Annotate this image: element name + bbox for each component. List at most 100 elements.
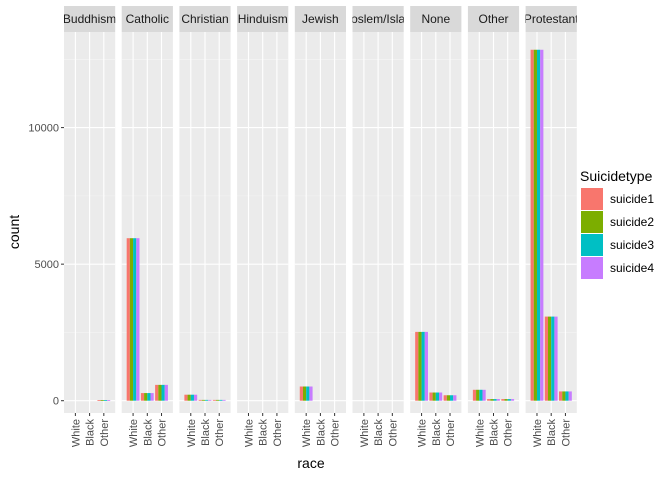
- bar-protestant-other-suicide2: [562, 391, 566, 401]
- bar-catholic-black-suicide1: [140, 393, 145, 401]
- y-axis: 0 5000 10000: [28, 123, 64, 408]
- bar-catholic-other-suicide3: [161, 384, 165, 401]
- legend-label-suicide4: suicide4: [610, 261, 654, 275]
- bar-christian-white-suicide2: [187, 394, 191, 401]
- legend-swatch-suicide4: [581, 257, 603, 279]
- facet-strip: [352, 6, 404, 32]
- bar-christian-other-suicide4: [222, 399, 226, 401]
- bar-none-white-suicide3: [421, 331, 425, 401]
- bar-none-black-suicide2: [432, 392, 436, 401]
- bar-jewish-white-suicide2: [302, 386, 307, 401]
- facet-panel-jewish: Jewish: [294, 6, 346, 413]
- bar-christian-black-suicide2: [201, 399, 205, 401]
- facet-strip: [410, 6, 462, 32]
- bar-buddhism-other-suicide2: [100, 400, 104, 401]
- x-tick-label: Black: [546, 419, 558, 446]
- bar-christian-white-suicide1: [184, 394, 188, 401]
- facet-label: Jewish: [302, 12, 339, 26]
- bar-other-black-suicide4: [496, 399, 500, 401]
- bar-christian-white-suicide4: [193, 394, 198, 401]
- bar-protestant-black-suicide1: [544, 316, 548, 401]
- x-tick-label: Black: [373, 419, 385, 446]
- bar-catholic-white-suicide4: [136, 238, 140, 401]
- bar-buddhism-other-suicide4: [107, 400, 111, 401]
- bar-catholic-black-suicide2: [144, 393, 148, 401]
- bar-christian-other-suicide2: [216, 399, 220, 401]
- x-axis: White Black Other White Black Other White Black…: [70, 413, 572, 447]
- bar-other-other-suicide3: [507, 399, 511, 401]
- bar-christian-black-suicide3: [205, 399, 209, 401]
- bar-none-white-suicide2: [418, 331, 422, 401]
- x-tick-label: Other: [157, 419, 169, 447]
- x-tick-label: White: [128, 419, 140, 447]
- x-tick-label: Black: [258, 419, 270, 446]
- bar-other-black-suicide2: [490, 399, 494, 401]
- bar-none-other-suicide3: [450, 395, 454, 401]
- x-tick-label: Other: [99, 419, 111, 447]
- facet-panel-christian: Christian: [179, 6, 231, 413]
- bar-other-other-suicide2: [504, 399, 508, 401]
- legend-swatch-suicide1: [581, 188, 603, 210]
- bar-none-other-suicide4: [453, 395, 457, 401]
- y-tick-label: 0: [53, 396, 59, 408]
- legend-label-suicide2: suicide2: [610, 215, 654, 229]
- bar-jewish-white-suicide1: [299, 386, 303, 401]
- bar-other-other-suicide1: [501, 399, 505, 401]
- facet-strip: [64, 6, 116, 32]
- x-tick-label: Other: [272, 419, 284, 447]
- bar-other-white-suicide4: [482, 389, 486, 401]
- facet-panel-moslem-islam: Moslem/Islam: [352, 6, 404, 413]
- x-tick-label: Other: [330, 419, 342, 447]
- facet-strip: [294, 6, 346, 32]
- facet-panel-protestant: Protestant: [524, 6, 579, 413]
- x-tick-label: Other: [214, 419, 226, 447]
- facet-label: Buddhism: [63, 12, 116, 26]
- bar-protestant-other-suicide3: [565, 391, 569, 401]
- facet-label: Catholic: [126, 12, 169, 26]
- facet-panel-hinduism: Hinduism: [237, 6, 289, 413]
- facet-panel-none: None: [410, 6, 462, 413]
- bar-none-black-suicide1: [429, 392, 433, 401]
- x-tick-label: White: [532, 419, 544, 447]
- facet-strip: [121, 6, 173, 32]
- x-tick-label: White: [359, 419, 371, 447]
- bar-protestant-black-suicide4: [554, 316, 558, 401]
- x-axis-title: race: [297, 455, 324, 471]
- bar-catholic-other-suicide1: [155, 384, 159, 401]
- legend-swatch-suicide2: [581, 211, 603, 233]
- bar-christian-black-suicide1: [198, 399, 202, 401]
- y-tick-label: 10000: [28, 123, 59, 135]
- x-tick-label: Other: [560, 419, 572, 447]
- x-tick-label: Other: [503, 419, 515, 447]
- x-tick-label: Black: [200, 419, 212, 446]
- bar-other-other-suicide4: [510, 399, 515, 401]
- bar-protestant-white-suicide3: [536, 49, 541, 401]
- bar-other-white-suicide3: [479, 389, 483, 401]
- bar-catholic-white-suicide1: [126, 238, 130, 401]
- legend-label-suicide3: suicide3: [610, 238, 654, 252]
- bar-catholic-black-suicide4: [150, 393, 154, 401]
- x-tick-label: White: [301, 419, 313, 447]
- bar-protestant-black-suicide3: [551, 316, 555, 401]
- bar-christian-other-suicide1: [212, 399, 217, 401]
- bar-christian-other-suicide3: [219, 399, 223, 401]
- bar-jewish-white-suicide3: [306, 386, 310, 401]
- bar-protestant-black-suicide2: [548, 316, 552, 401]
- x-tick-label: White: [243, 419, 255, 447]
- facet-strip: [525, 6, 577, 32]
- bar-christian-black-suicide4: [208, 399, 212, 401]
- facet-strip: [467, 6, 520, 32]
- legend: Suicidetype suicide1 suicide2 suicide3 suic…: [580, 168, 654, 279]
- bar-none-white-suicide1: [415, 331, 419, 401]
- bar-none-black-suicide3: [435, 392, 439, 401]
- x-tick-label: Other: [445, 419, 457, 447]
- legend-label-suicide1: suicide1: [610, 192, 654, 206]
- y-axis-title: count: [6, 215, 22, 249]
- facet-panel-other: Other: [467, 6, 520, 413]
- bar-jewish-white-suicide4: [309, 386, 313, 401]
- bar-protestant-white-suicide2: [533, 49, 537, 401]
- x-tick-label: White: [70, 419, 82, 447]
- facet-label: Protestant: [524, 12, 579, 26]
- bar-other-black-suicide1: [487, 399, 491, 401]
